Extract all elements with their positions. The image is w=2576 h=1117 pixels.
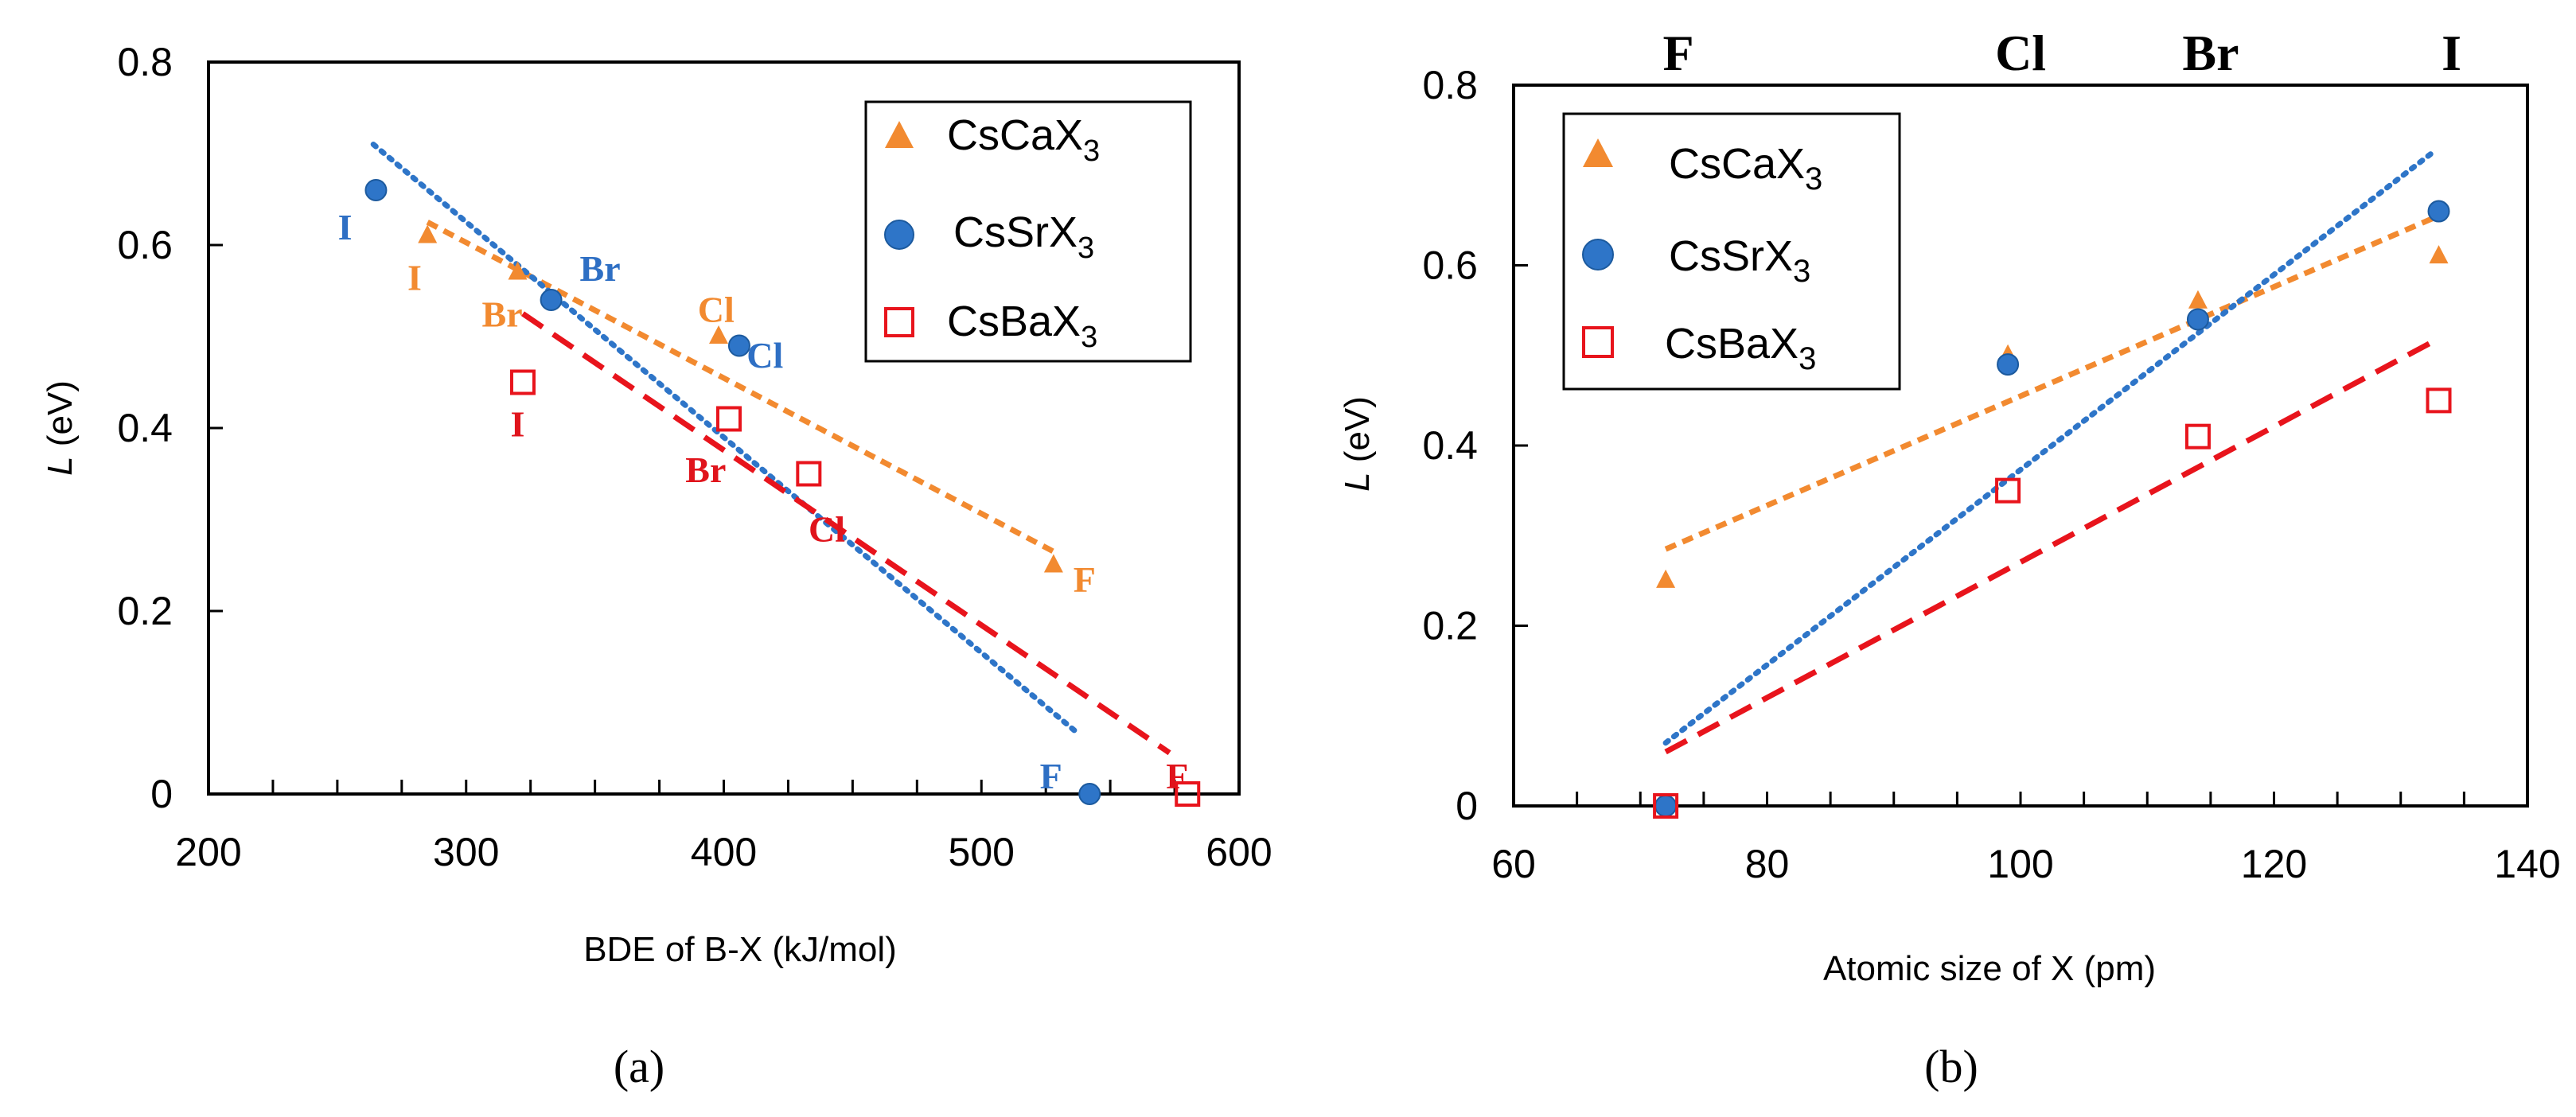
point-annotation: Br — [580, 248, 621, 289]
point-annotation: I — [511, 403, 525, 444]
data-point-csbax3 — [715, 406, 742, 432]
point-annotation: F — [1040, 756, 1062, 796]
top-halogen-label: Br — [2182, 25, 2239, 81]
x-tick-label: 600 — [1206, 830, 1272, 874]
point-annotation: F — [1166, 756, 1188, 796]
fit-line-cscax3 — [1664, 212, 2440, 552]
data-point-cssrx3 — [364, 179, 388, 201]
x-tick-label: 120 — [2241, 842, 2307, 886]
legend-marker-ca — [1583, 138, 1613, 167]
top-halogen-label: Cl — [1995, 25, 2046, 81]
y-tick-label: 0.4 — [1422, 423, 1478, 468]
legend-marker-ca — [885, 121, 914, 148]
top-halogen-label: I — [2442, 25, 2461, 81]
data-point-csbax3 — [1653, 793, 1679, 819]
legend-entry-sr: CsSrX3 — [953, 208, 1094, 265]
panel-label-b: (b) — [1924, 1041, 1978, 1092]
x-tick-label: 500 — [949, 830, 1015, 874]
data-point-cscax3 — [1043, 554, 1063, 573]
point-annotation: I — [338, 207, 353, 247]
x-tick-label: 140 — [2494, 842, 2560, 886]
axis-ticks: 60 80 100 120 140 0 0.2 0.4 0.6 0.8 — [1422, 63, 2560, 886]
data-point-cssrx3 — [540, 289, 563, 311]
x-tick-label: 300 — [433, 830, 499, 874]
top-halogen-labels: F Cl Br I — [1663, 25, 2461, 81]
fit-line-csbax3 — [521, 311, 1171, 756]
chart-panel-b: 60 80 100 120 140 0 0.2 0.4 0.6 0.8 F Cl Br I Atomic… — [1338, 25, 2561, 1092]
x-tick-label: 200 — [175, 830, 241, 874]
point-annotation: F — [1074, 559, 1096, 600]
y-axis-title: L (eV) — [1338, 396, 1377, 492]
fit-lines — [1662, 150, 2440, 755]
point-annotation: Cl — [746, 335, 783, 376]
legend-entry-sr: CsSrX3 — [1669, 232, 1810, 289]
fit-line-cssrx3 — [370, 142, 1082, 738]
legend-marker-ba — [1582, 326, 1614, 358]
data-point-cssrx3 — [2427, 200, 2450, 223]
chart-panel-a: 200 300 400 500 600 0 0.2 0.4 0.6 0.8 I Br Cl F I Br Cl… — [41, 40, 1272, 1092]
data-point-cssrx3 — [2186, 308, 2209, 331]
data-point-cscax3 — [508, 261, 528, 280]
fit-line-cssrx3 — [1662, 150, 2436, 746]
data-point-cssrx3 — [1997, 353, 2020, 376]
point-annotations: I Br Cl F I Br Cl F I Br Cl F — [338, 207, 1189, 796]
point-annotation: I — [407, 257, 422, 298]
x-axis-title: BDE of B-X (kJ/mol) — [583, 930, 897, 969]
data-point-cscax3 — [418, 224, 438, 243]
y-tick-label: 0.2 — [1422, 604, 1478, 648]
data-point-cssrx3 — [1078, 783, 1101, 805]
legend-marker-sr — [884, 220, 914, 250]
data-point-csbax3 — [1995, 477, 2021, 504]
data-points — [1653, 200, 2452, 819]
data-point-cscax3 — [2429, 245, 2449, 264]
y-tick-label: 0.6 — [117, 223, 173, 267]
data-points — [364, 179, 1201, 807]
legend-entry-ba: CsBaX3 — [947, 298, 1097, 354]
data-point-csbax3 — [2184, 423, 2211, 450]
y-tick-label: 0.4 — [117, 406, 173, 450]
legend-entry-ca: CsCaX3 — [1669, 140, 1822, 197]
y-tick-label: 0.2 — [117, 589, 173, 633]
y-tick-label: 0.8 — [1422, 63, 1478, 107]
data-point-cscax3 — [709, 325, 729, 344]
data-point-cssrx3 — [1654, 795, 1678, 817]
legend-box — [864, 100, 1192, 363]
x-tick-label: 60 — [1491, 842, 1536, 886]
top-halogen-label: F — [1663, 25, 1694, 81]
legend-entry-ba: CsBaX3 — [1665, 320, 1816, 376]
point-annotation: Cl — [809, 509, 845, 550]
fit-line-csbax3 — [1664, 339, 2434, 755]
point-annotation: Cl — [698, 290, 735, 330]
data-point-cssrx3 — [727, 334, 750, 357]
y-tick-label: 0.8 — [117, 40, 173, 84]
x-tick-label: 400 — [691, 830, 757, 874]
point-annotation: Br — [685, 450, 726, 490]
data-point-csbax3 — [2426, 387, 2452, 414]
legend-entry-ca: CsCaX3 — [947, 111, 1100, 168]
data-point-cscax3 — [1656, 569, 1676, 588]
fit-lines — [370, 142, 1171, 756]
data-point-cscax3 — [2188, 290, 2208, 309]
legend-box — [1562, 112, 1901, 391]
y-tick-label: 0.6 — [1422, 243, 1478, 288]
legend-marker-ba — [884, 307, 914, 337]
y-tick-label: 0 — [150, 772, 173, 816]
x-axis-title: Atomic size of X (pm) — [1823, 949, 2156, 988]
data-point-csbax3 — [1175, 781, 1201, 807]
axis-ticks: 200 300 400 500 600 0 0.2 0.4 0.6 0.8 — [117, 40, 1272, 874]
x-tick-label: 80 — [1745, 842, 1790, 886]
y-tick-label: 0 — [1456, 784, 1478, 828]
point-annotation: Br — [482, 294, 523, 334]
data-point-csbax3 — [796, 461, 822, 487]
panel-label-a: (a) — [614, 1041, 664, 1092]
data-point-csbax3 — [509, 369, 536, 395]
legend: CsCaX3 CsSrX3 CsBaX3 — [864, 100, 1192, 363]
y-axis-title: L (eV) — [41, 380, 80, 476]
legend-marker-sr — [1582, 239, 1614, 270]
x-tick-label: 100 — [1987, 842, 2053, 886]
legend: CsCaX3 CsSrX3 CsBaX3 — [1562, 112, 1901, 391]
